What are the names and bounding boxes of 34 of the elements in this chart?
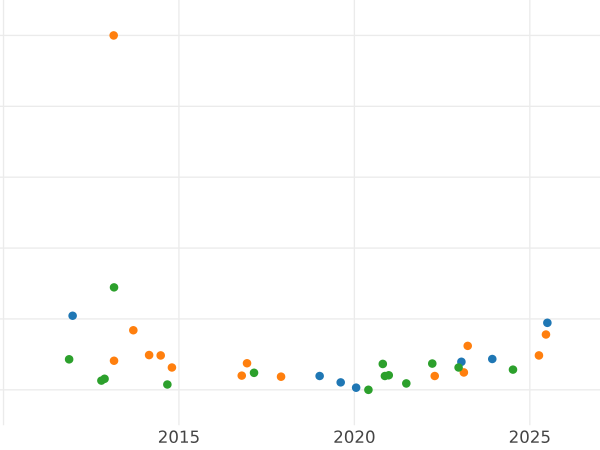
point [508,365,518,374]
point [109,31,118,40]
point [64,355,74,364]
point [352,383,360,392]
point [68,311,77,320]
x-tick-label: 2025 [510,430,550,444]
point [430,372,440,380]
point [402,379,411,388]
point [129,326,138,335]
point [110,283,118,292]
point [156,351,165,360]
point [460,368,468,377]
point [163,380,172,389]
point [100,374,109,384]
x-tick-label: 2015 [158,430,199,444]
point [237,371,246,380]
point [110,356,118,366]
point [364,386,373,394]
point [315,372,324,380]
point [454,363,463,372]
x-tick-label: 2020 [334,430,374,444]
point [168,363,176,372]
point [534,351,544,360]
point [428,359,437,368]
point [542,330,550,339]
point [242,358,252,368]
point [378,360,388,368]
point [144,350,154,360]
point [543,318,552,328]
point [336,378,345,387]
point [488,354,497,364]
point [250,368,258,378]
point [276,372,286,381]
point [463,342,472,350]
